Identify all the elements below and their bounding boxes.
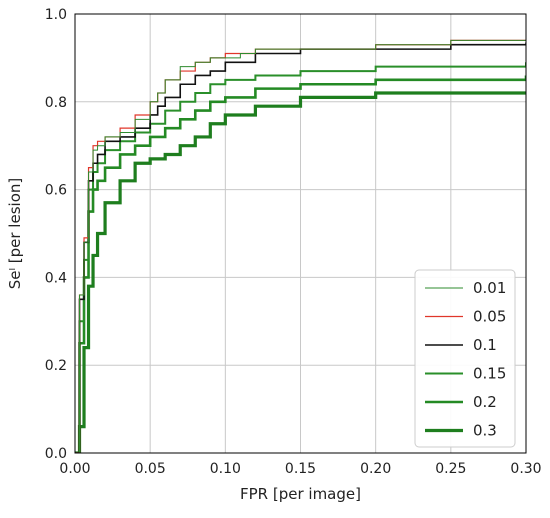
legend-label: 0.2 bbox=[473, 393, 497, 411]
y-tick-label: 0.0 bbox=[45, 446, 67, 462]
x-tick-label: 0.15 bbox=[285, 461, 316, 477]
x-tick-label: 0.25 bbox=[435, 461, 466, 477]
x-tick-labels: 0.00 0.05 0.10 0.15 0.20 0.25 0.30 bbox=[59, 461, 541, 477]
series-layer bbox=[75, 35, 526, 453]
legend-label: 0.1 bbox=[473, 336, 497, 354]
legend-label: 0.3 bbox=[473, 422, 497, 440]
y-tick-labels: 0.0 0.2 0.4 0.6 0.8 1.0 bbox=[45, 7, 67, 462]
x-tick-label: 0.00 bbox=[59, 461, 90, 477]
x-tick-label: 0.05 bbox=[135, 461, 166, 477]
series-line-0-3 bbox=[75, 91, 526, 453]
y-tick-label: 0.2 bbox=[45, 358, 67, 374]
y-tick-label: 1.0 bbox=[45, 7, 67, 23]
legend: 0.01 0.05 0.1 0.15 0.2 0.3 bbox=[414, 269, 516, 448]
y-axis-label: Seˡ [per lesion] bbox=[6, 178, 24, 289]
x-tick-label: 0.20 bbox=[360, 461, 391, 477]
legend-label: 0.01 bbox=[473, 279, 506, 297]
x-tick-label: 0.10 bbox=[210, 461, 241, 477]
legend-label: 0.05 bbox=[473, 308, 506, 326]
series-line-0-1 bbox=[75, 42, 526, 453]
legend-label: 0.15 bbox=[473, 365, 506, 383]
series-line-0-01 bbox=[75, 35, 526, 453]
x-tick-label: 0.30 bbox=[510, 461, 541, 477]
y-tick-label: 0.6 bbox=[45, 183, 67, 199]
plot-frame bbox=[74, 13, 527, 454]
y-tick-label: 0.4 bbox=[45, 270, 67, 286]
y-tick-label: 0.8 bbox=[45, 95, 67, 111]
x-axis-label: FPR [per image] bbox=[240, 485, 361, 503]
